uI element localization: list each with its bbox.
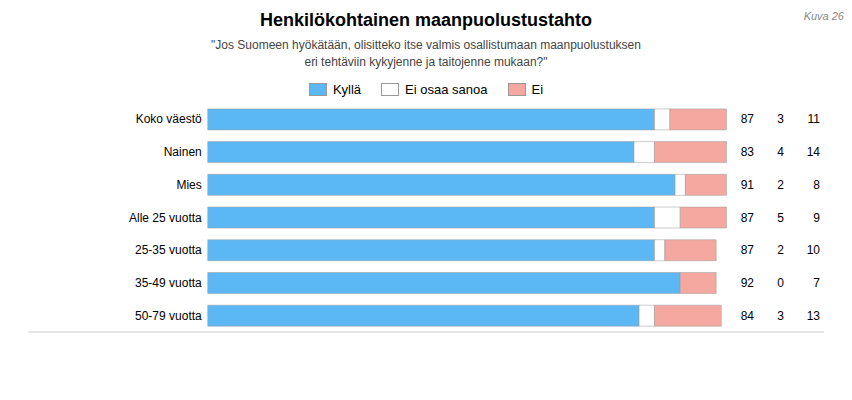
svg-text:Alle 25 vuotta: Alle 25 vuotta [129, 210, 202, 224]
html-text:Kyllä: Kyllä [332, 81, 362, 97]
svg-text:13: 13 [807, 308, 821, 322]
svg-text:0: 0 [777, 276, 784, 290]
svg-text:87: 87 [741, 243, 755, 257]
svg-text:10: 10 [807, 243, 821, 257]
svg-text:25-35 vuotta: 25-35 vuotta [135, 243, 202, 257]
svg-text:50-79 vuotta: 50-79 vuotta [135, 308, 202, 322]
svg-text:87: 87 [741, 210, 755, 224]
svg-text:2: 2 [777, 243, 784, 257]
html-text:Ei: Ei [531, 81, 544, 97]
svg-text:92: 92 [741, 276, 755, 290]
svg-text:83: 83 [741, 145, 755, 159]
svg-text:7: 7 [813, 276, 820, 290]
svg-text:14: 14 [807, 145, 821, 159]
html-text:Kuva 26: Kuva 26 [803, 10, 844, 22]
svg-text:11: 11 [808, 112, 821, 126]
svg-text:4: 4 [777, 145, 784, 159]
svg-text:3: 3 [777, 308, 784, 322]
svg-text:8: 8 [813, 178, 820, 192]
svg-text:35-49 vuotta: 35-49 vuotta [135, 276, 202, 290]
svg-text:3: 3 [777, 112, 784, 126]
html-text:Ei osaa sanoa: Ei osaa sanoa [405, 81, 488, 97]
html-text:Henkilökohtainen maanpuolustus: Henkilökohtainen maanpuolustustahto [260, 10, 592, 30]
svg-text:87: 87 [741, 112, 755, 126]
svg-text:84: 84 [741, 308, 755, 322]
svg-text:5: 5 [777, 210, 784, 224]
svg-text:9: 9 [813, 210, 820, 224]
html-text:"Jos Suomeen hyökätään, olisit: "Jos Suomeen hyökätään, olisitteko itse … [211, 38, 641, 70]
svg-text:Mies: Mies [176, 178, 201, 192]
svg-text:Nainen: Nainen [164, 145, 202, 159]
svg-text:91: 91 [741, 178, 755, 192]
svg-text:2: 2 [777, 178, 784, 192]
svg-text:Koko väestö: Koko väestö [136, 112, 202, 126]
